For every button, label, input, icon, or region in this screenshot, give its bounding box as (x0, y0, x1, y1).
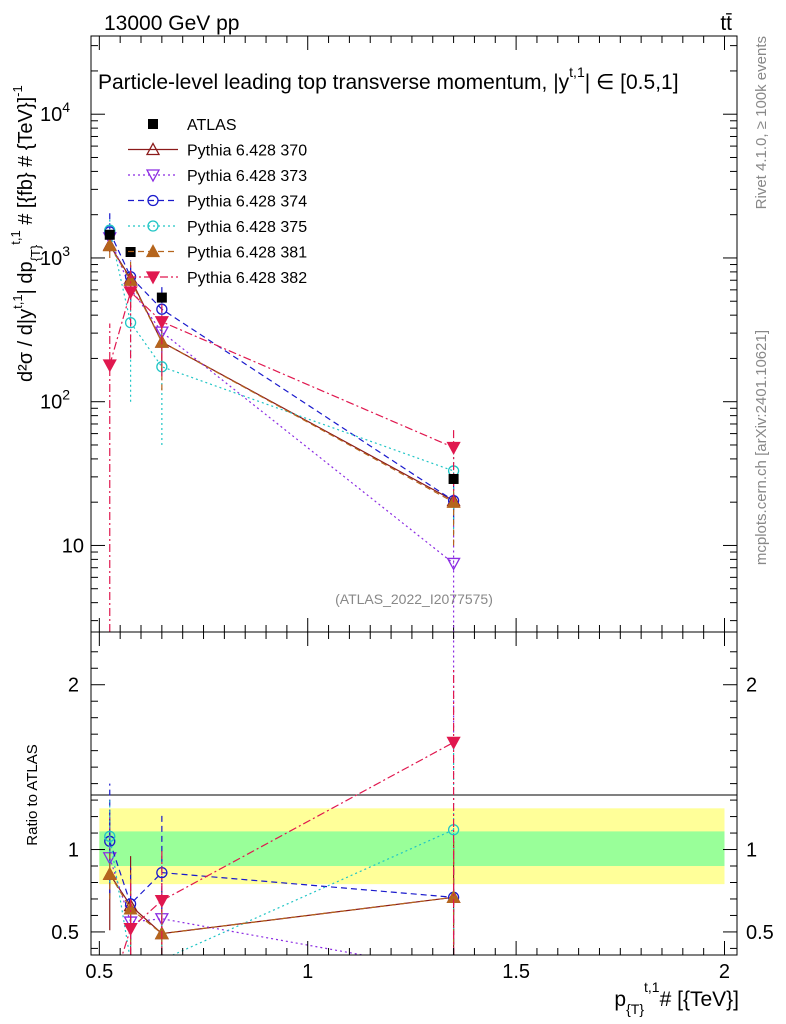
main-ytick-label: 104 (40, 99, 70, 126)
ratio-ytick-label-left: 2 (68, 675, 79, 697)
ratio-marker (446, 736, 461, 750)
ratio-series-6 (104, 668, 461, 1001)
legend-marker (145, 169, 161, 183)
ratio-line (109, 841, 454, 906)
legend-label: Pythia 6.428 382 (187, 270, 307, 287)
legend: ATLAS Pythia 6.428 370 Pythia 6.428 373 Pyt… (128, 117, 307, 287)
mcplots-label: mcplots.cern.ch [arXiv:2401.10621] (753, 330, 770, 565)
ratio-frame (90, 631, 738, 956)
ratio-ytick-label-right: 1 (746, 840, 757, 862)
ratio-marker (123, 922, 138, 936)
legend-label: ATLAS (187, 117, 237, 134)
series-marker (154, 316, 169, 330)
ratio-bands (99, 808, 725, 885)
legend-marker (145, 244, 161, 258)
legend-label: Pythia 6.428 370 (187, 143, 307, 160)
series-marker (124, 316, 137, 329)
main-panel: 10 102 103 104 Particle-level leading top t… (8, 35, 738, 733)
ratio-marker (159, 954, 165, 955)
main-title: Particle-level leading top transverse mo… (98, 64, 679, 94)
ratio-marker (102, 866, 117, 880)
legend-entry: Pythia 6.428 373 (128, 168, 307, 185)
main-ytick-label: 103 (40, 243, 70, 270)
series-marker (446, 441, 461, 455)
series-marker (123, 286, 138, 300)
ratio-marker (448, 966, 460, 977)
data-point (156, 292, 167, 303)
title-y: y (559, 71, 570, 94)
xtick-label: 0.5 (85, 961, 113, 983)
main-series-6 (102, 264, 461, 632)
series-marker (123, 272, 138, 286)
legend-label: Pythia 6.428 374 (187, 194, 307, 211)
series-marker (156, 303, 168, 315)
title-tail: | ∈ [0.5,1] (585, 71, 679, 94)
series-marker (102, 238, 117, 252)
atlas-data (104, 229, 459, 484)
main-ticks (91, 36, 737, 632)
ratio-marker (154, 894, 169, 908)
ratio-ytick-label-left: 0.5 (51, 922, 79, 944)
main-ytick-label: 10 (62, 535, 84, 557)
ratio-ticks (91, 632, 737, 955)
xlabel: p{T}t,1# [{TeV}] (614, 979, 739, 1017)
xtick-label: 1 (302, 961, 313, 983)
series-line (109, 230, 454, 472)
ratio-line (121, 741, 454, 955)
xtick-label: 1.5 (502, 961, 530, 983)
energy-label: 13000 GeV pp (104, 12, 239, 35)
ratio-ytick-label-right: 0.5 (746, 922, 774, 944)
xtick-label: 2 (719, 961, 730, 983)
ratio-series (102, 668, 461, 1001)
process-label: tt̄ (720, 12, 732, 35)
ratio-marker (123, 901, 138, 915)
data-point (104, 229, 115, 240)
ratio-ylabel: Ratio to ATLAS (24, 744, 41, 845)
series-marker (446, 557, 461, 571)
ratio-panel: 0.5 0.5 1 1 2 2 0.5 1 1.5 2 Ratio to ATLAS p{T}t,… (24, 631, 774, 1017)
legend-entry: Pythia 6.428 370 (128, 142, 307, 160)
legend-entry: Pythia 6.428 374 (128, 194, 307, 211)
analysis-id: (ATLAS_2022_I2077575) (335, 591, 493, 607)
main-ytick-label: 102 (40, 387, 70, 414)
title-text: Particle-level leading top transverse mo… (98, 71, 559, 94)
series-line (109, 290, 454, 449)
ratio-line (109, 873, 454, 935)
legend-marker (147, 194, 159, 207)
ratio-line (109, 873, 454, 935)
legend-entry: Pythia 6.428 375 (128, 219, 307, 236)
ratio-ytick-label-right: 2 (746, 675, 757, 697)
main-series (102, 213, 461, 733)
series-line (109, 245, 454, 503)
ratio-marker (104, 830, 116, 842)
legend-entry: ATLAS (148, 117, 237, 134)
legend-marker (145, 271, 161, 285)
series-line (109, 231, 454, 502)
series-marker (102, 359, 117, 373)
ratio-series-5 (102, 841, 461, 955)
legend-marker (148, 119, 158, 129)
ratio-marker (126, 957, 136, 967)
main-series-4 (104, 217, 460, 535)
main-ytick-labels: 10 102 103 104 (40, 99, 84, 557)
rivet-label: Rivet 4.1.0, ≥ 100k events (753, 36, 770, 209)
legend-label: Pythia 6.428 381 (187, 245, 307, 262)
ratio-ytick-label-left: 1 (68, 840, 79, 862)
legend-entry: Pythia 6.428 381 (128, 244, 307, 262)
main-series-2 (102, 230, 461, 733)
legend-label: Pythia 6.428 375 (187, 219, 307, 236)
legend-marker (147, 220, 159, 232)
ratio-tick-labels: 0.5 0.5 1 1 2 2 0.5 1 1.5 2 (51, 675, 774, 983)
legend-entry: Pythia 6.428 382 (128, 270, 307, 287)
legend-label: Pythia 6.428 373 (187, 168, 307, 185)
data-point (448, 473, 459, 484)
main-ylabel: d²σ / d|yt,1| dp{T}t,1 # [{fb} # {TeV}]-… (8, 85, 43, 382)
main-series-5 (102, 234, 461, 546)
title-sup: t,1 (569, 64, 585, 80)
ratio-marker (104, 990, 116, 1001)
legend-marker (145, 142, 161, 156)
